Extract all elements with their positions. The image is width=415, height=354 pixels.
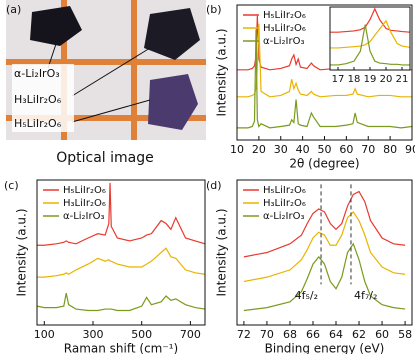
plot-frame	[236, 179, 413, 326]
plot-frame	[36, 179, 206, 326]
spectrum-line	[37, 182, 206, 246]
inset-line	[330, 19, 411, 49]
legend-label: α-Li₂IrO₃	[263, 36, 305, 47]
spectrum-line	[243, 242, 406, 312]
crystal-h3	[144, 8, 200, 60]
legend-label: α-Li₂IrO₃	[263, 211, 305, 222]
inset-tick-label: 19	[364, 74, 377, 85]
sample-label: H₃LiIr₂O₆	[14, 93, 62, 106]
peak-label: 4f₅/₂	[295, 289, 318, 302]
inset-line	[330, 7, 411, 33]
x-axis-title: 2θ (degree)	[289, 157, 359, 171]
spectrum-line	[36, 292, 206, 312]
spectrum-line	[243, 190, 406, 258]
x-tick-label: 700	[180, 328, 201, 341]
spectrum-line	[243, 210, 406, 283]
x-tick-label: 58	[398, 328, 412, 341]
x-tick-label: 40	[296, 143, 310, 156]
x-axis-title: Raman shift (cm⁻¹)	[64, 342, 178, 354]
legend-label: H₃LiIr₂O₆	[263, 23, 306, 34]
panel-label: (d)	[206, 179, 222, 192]
x-tick-label: 70	[260, 328, 274, 341]
inset-tick-label: 20	[380, 74, 393, 85]
x-tick-label: 500	[131, 328, 152, 341]
x-tick-label: 80	[383, 143, 397, 156]
x-tick-label: 66	[306, 328, 320, 341]
x-tick-label: 62	[352, 328, 366, 341]
panel-label: (c)	[4, 179, 19, 192]
legend-label: α-Li₂IrO₃	[63, 211, 105, 222]
x-tick-label: 20	[252, 143, 266, 156]
panel-label: (a)	[6, 3, 21, 16]
legend-label: H₅LiIr₂O₆	[263, 10, 306, 21]
legend-label: H₃LiIr₂O₆	[63, 198, 106, 209]
peak-label: 4f₇/₂	[354, 289, 377, 302]
caption: Optical image	[56, 150, 154, 166]
legend-label: H₅LiIr₂O₆	[63, 185, 106, 196]
label-backdrop	[12, 64, 74, 132]
x-tick-label: 90	[405, 143, 415, 156]
x-tick-label: 72	[237, 328, 251, 341]
x-tick-label: 68	[283, 328, 297, 341]
crystal-h5	[148, 74, 198, 130]
inset-line	[330, 24, 410, 66]
y-axis-title: Intensity (a.u.)	[215, 209, 229, 297]
x-tick-label: 100	[34, 328, 55, 341]
x-tick-label: 50	[318, 143, 332, 156]
x-tick-label: 60	[339, 143, 353, 156]
inset-tick-label: 21	[396, 74, 409, 85]
optical-photo	[6, 0, 206, 140]
y-axis-title: Intensity (a.u.)	[215, 29, 229, 117]
x-tick-label: 10	[230, 143, 244, 156]
inset-tick-label: 17	[332, 74, 345, 85]
sample-label: α-Li₂IrO₃	[14, 67, 60, 80]
x-tick-label: 70	[361, 143, 375, 156]
panel-label: (b)	[206, 3, 222, 16]
sample-label: H₅LiIr₂O₆	[14, 117, 62, 130]
x-tick-label: 300	[83, 328, 104, 341]
legend-label: H₃LiIr₂O₆	[263, 198, 306, 209]
x-axis-title: Binding energy (eV)	[265, 342, 385, 354]
inset-tick-label: 18	[348, 74, 361, 85]
spectrum-line	[37, 247, 206, 278]
x-tick-label: 30	[274, 143, 288, 156]
x-tick-label: 64	[329, 328, 343, 341]
spectrum-line	[237, 29, 413, 129]
inset-background	[330, 7, 410, 70]
x-tick-label: 60	[375, 328, 389, 341]
y-axis-title: Intensity (a.u.)	[15, 209, 29, 297]
crystal-alpha	[30, 6, 82, 46]
legend-label: H₅LiIr₂O₆	[263, 185, 306, 196]
